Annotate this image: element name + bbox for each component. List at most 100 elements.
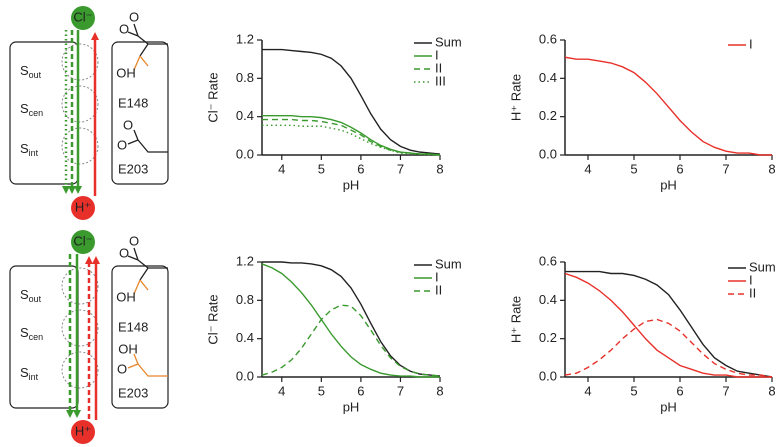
site-main: S	[20, 365, 29, 380]
y-tick-label: 0.0	[539, 368, 557, 383]
x-tick-label: 4	[278, 383, 285, 398]
site-sub: out	[29, 294, 42, 304]
residue-label: E148	[118, 319, 148, 334]
y-axis-title: Cl⁻ Rate	[205, 294, 220, 344]
y-tick-label: 0.4	[539, 70, 557, 85]
legend-label: II	[435, 60, 442, 75]
binding-site	[61, 267, 99, 305]
line-series	[564, 318, 773, 378]
legend-label: I	[749, 272, 753, 287]
y-tick-label: 0.2	[539, 108, 557, 123]
x-tick-label: 8	[436, 383, 443, 398]
side-chain	[133, 279, 149, 295]
legend-label: II	[435, 282, 442, 297]
y-tick-label: 0.4	[539, 292, 557, 307]
site-label: Scen	[20, 101, 43, 118]
residue-label: E203	[118, 385, 148, 400]
side-chain	[127, 129, 168, 153]
site-sub: int	[29, 372, 39, 382]
x-tick-label: 6	[357, 161, 364, 176]
side-chain	[127, 353, 168, 377]
chloride-ion	[71, 230, 95, 254]
x-tick-label: 6	[676, 161, 683, 176]
x-tick-label: 4	[584, 383, 591, 398]
x-axis-title: pH	[660, 399, 677, 414]
side-chain	[133, 55, 149, 71]
chloride-ion	[71, 6, 95, 30]
atom-label: O	[129, 233, 139, 248]
site-label: Sint	[20, 141, 39, 158]
line-series	[262, 124, 440, 156]
x-tick-label: 5	[318, 383, 325, 398]
atom-label: O	[123, 117, 133, 132]
legend-label: I	[435, 269, 439, 284]
residue-label: E203	[118, 161, 148, 176]
side-chain	[137, 35, 168, 57]
atom-label: OH	[118, 341, 138, 356]
x-tick-label: 7	[722, 383, 729, 398]
residue-label: E148	[118, 95, 148, 110]
site-label: Scen	[20, 325, 43, 342]
arrow-head	[62, 186, 70, 194]
binding-site	[61, 309, 99, 347]
site-sub: out	[29, 70, 42, 80]
x-axis-title: pH	[660, 177, 677, 192]
line-series	[565, 270, 773, 378]
legend-label: I	[435, 47, 439, 62]
y-axis-title: H⁺ Rate	[508, 296, 523, 343]
proton-ion	[71, 196, 95, 220]
chloride-label: Cl⁻	[73, 233, 92, 248]
x-tick-label: 8	[768, 383, 775, 398]
legend-label: Sum	[435, 34, 462, 49]
membrane-right	[111, 41, 169, 185]
line-series	[262, 118, 441, 156]
side-chain	[127, 247, 139, 261]
atom-label: O	[119, 245, 129, 260]
line-series	[564, 272, 772, 378]
site-label: Sint	[20, 365, 39, 382]
arrow-head	[66, 410, 74, 418]
x-tick-label: 6	[357, 383, 364, 398]
side-chain	[127, 23, 139, 37]
y-tick-label: 0.4	[236, 108, 254, 123]
x-tick-label: 5	[318, 161, 325, 176]
proton-label: H⁺	[75, 199, 91, 214]
x-tick-label: 8	[436, 161, 443, 176]
proton-label: H⁺	[75, 423, 91, 438]
arrow-head	[92, 256, 100, 264]
y-axis-title: H⁺ Rate	[508, 74, 523, 121]
site-sub: cen	[29, 332, 44, 342]
y-tick-label: 0.4	[236, 330, 254, 345]
side-chain	[137, 259, 168, 281]
site-main: S	[20, 101, 29, 116]
membrane-right	[111, 265, 169, 409]
site-sub: cen	[29, 108, 44, 118]
arrow-head	[74, 186, 82, 194]
y-tick-label: 0.0	[236, 368, 254, 383]
atom-label: OH	[116, 65, 136, 80]
x-axis-title: pH	[343, 177, 360, 192]
x-tick-label: 7	[397, 161, 404, 176]
proton-ion	[71, 420, 95, 444]
y-tick-label: 0.8	[236, 70, 254, 85]
atom-label: O	[117, 137, 127, 152]
y-tick-label: 0.6	[539, 253, 557, 268]
arrow-head	[73, 410, 81, 418]
chloride-label: Cl⁻	[73, 9, 92, 24]
y-tick-label: 0.6	[539, 31, 557, 46]
line-series	[261, 263, 440, 378]
x-tick-label: 7	[397, 383, 404, 398]
binding-site	[61, 43, 99, 81]
arrow-head	[68, 186, 76, 194]
atom-label: O	[117, 361, 127, 376]
site-label: Sout	[20, 287, 42, 304]
x-tick-label: 6	[676, 383, 683, 398]
site-sub: int	[29, 148, 39, 158]
arrow-head	[91, 32, 99, 40]
x-tick-label: 4	[584, 161, 591, 176]
site-main: S	[20, 325, 29, 340]
line-series	[262, 261, 441, 377]
